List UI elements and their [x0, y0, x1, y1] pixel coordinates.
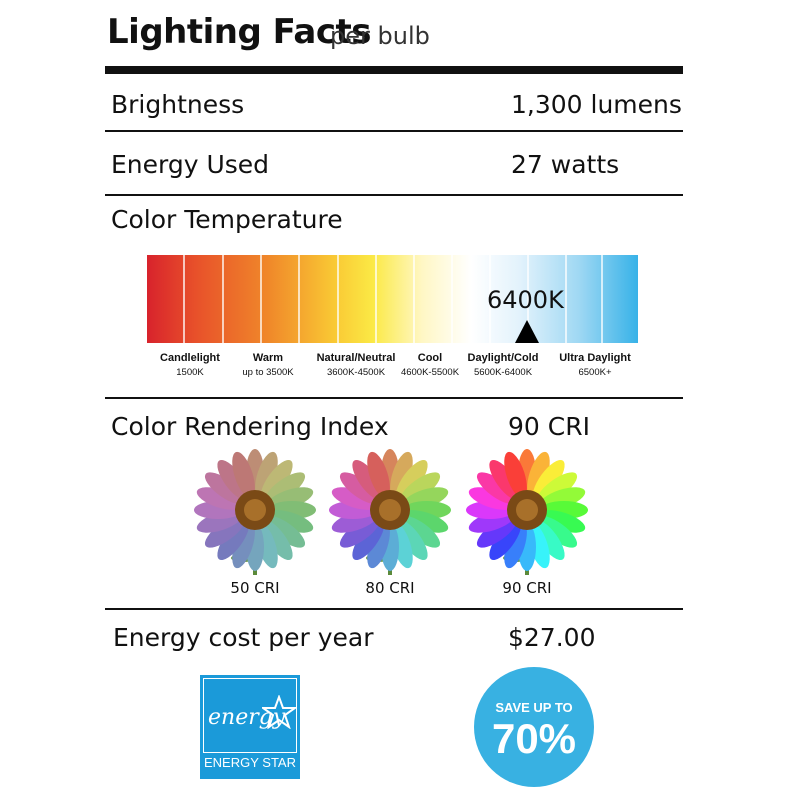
- section-label: Color Temperature: [111, 205, 343, 234]
- bar-divider: [260, 255, 262, 343]
- petal: [264, 515, 306, 548]
- rule: [105, 608, 683, 610]
- segment-range: 3600K-4500K: [326, 367, 386, 378]
- petal: [204, 472, 246, 505]
- section-value: $27.00: [508, 623, 596, 652]
- bar-divider: [565, 255, 567, 343]
- petal: [352, 519, 385, 561]
- petal: [339, 472, 381, 505]
- marker-triangle: [515, 320, 539, 343]
- petal: [489, 519, 522, 561]
- petal: [232, 522, 255, 569]
- petal: [402, 510, 449, 533]
- flower-center-inner: [244, 499, 266, 521]
- badge-big: 70%: [491, 715, 577, 762]
- petal: [539, 510, 586, 533]
- section-label: Energy cost per year: [113, 623, 374, 652]
- rule: [105, 130, 683, 132]
- subtitle: per bulb: [330, 22, 430, 50]
- petal: [504, 522, 527, 569]
- bar-divider: [337, 255, 339, 343]
- cri-sample-label: 50 CRI: [230, 579, 280, 597]
- petal: [217, 519, 250, 561]
- segment-range: 6500K+: [578, 367, 612, 378]
- flower-center-inner: [379, 499, 401, 521]
- cri-sample-label: 80 CRI: [365, 579, 415, 597]
- energy-star-label: ENERGY STAR: [204, 755, 296, 770]
- bar-divider: [298, 255, 300, 343]
- flower-center-inner: [516, 499, 538, 521]
- petal: [367, 522, 390, 569]
- thick-rule: [105, 66, 683, 74]
- segment-range: 1500K: [176, 367, 204, 378]
- savings-badge: SAVE UP TO 70%: [474, 667, 594, 787]
- petal: [232, 451, 255, 498]
- petal: [367, 451, 390, 498]
- title: Lighting Facts: [107, 12, 371, 52]
- row-label: Brightness: [111, 90, 245, 119]
- cri-sample-label: 90 CRI: [502, 579, 552, 597]
- segment-name: Ultra Daylight: [559, 352, 631, 364]
- segment-name: Cool: [417, 352, 443, 364]
- bar-divider: [601, 255, 603, 343]
- petal: [504, 451, 527, 498]
- petal: [476, 472, 518, 505]
- bar-divider: [451, 255, 453, 343]
- petal: [532, 459, 565, 501]
- section-value: 90 CRI: [508, 412, 590, 441]
- segment-range: up to 3500K: [242, 367, 294, 378]
- segment-name: Candlelight: [160, 352, 220, 364]
- segment-name: Warm: [252, 352, 284, 364]
- petal: [399, 515, 441, 548]
- row-value: 27 watts: [511, 150, 620, 179]
- badge-top: SAVE UP TO: [495, 700, 573, 715]
- petal: [331, 487, 378, 510]
- segment-name: Natural/Neutral: [316, 352, 396, 364]
- petal: [255, 451, 278, 498]
- bar-divider: [489, 255, 491, 343]
- star: [262, 695, 296, 729]
- rule: [105, 194, 683, 196]
- petal: [267, 510, 314, 533]
- bar-divider: [375, 255, 377, 343]
- petal: [527, 451, 550, 498]
- segment-range: 4600K-5500K: [400, 367, 460, 378]
- segment-name: Daylight/Cold: [467, 352, 539, 364]
- energy-star-logo: energy ENERGY STAR: [200, 675, 300, 779]
- bar-divider: [222, 255, 224, 343]
- marker-label: 6400K: [487, 286, 564, 314]
- color-temperature-bar: [147, 255, 638, 343]
- petal: [395, 459, 428, 501]
- rule: [105, 397, 683, 399]
- bar-divider: [183, 255, 185, 343]
- flower-samples: [194, 449, 588, 575]
- petal: [196, 487, 243, 510]
- petal: [536, 515, 578, 548]
- segment-range: 5600K-6400K: [473, 367, 533, 378]
- petal: [390, 451, 413, 498]
- bar-divider: [413, 255, 415, 343]
- row-label: Energy Used: [111, 150, 270, 179]
- petal: [260, 459, 293, 501]
- row-value: 1,300 lumens: [511, 90, 682, 119]
- petal: [468, 487, 515, 510]
- bar-divider: [527, 255, 529, 343]
- section-label: Color Rendering Index: [111, 412, 389, 441]
